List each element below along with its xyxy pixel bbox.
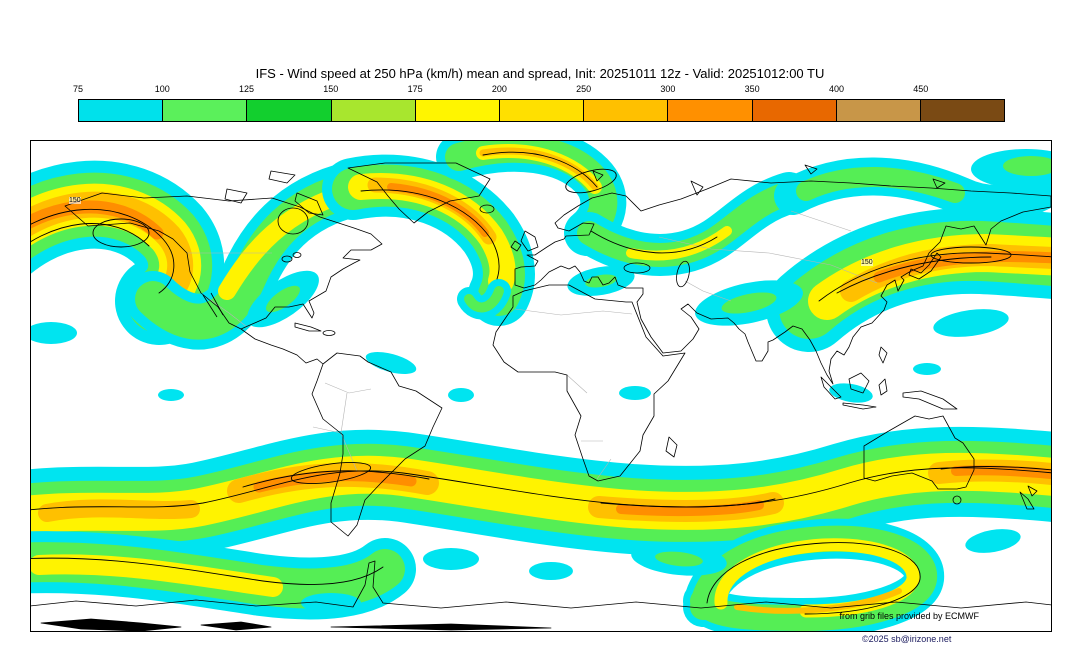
- colorbar-segment: [752, 100, 837, 121]
- colorbar-tick-label: 75: [72, 84, 84, 94]
- colorbar-tick-label: 150: [323, 84, 339, 94]
- colorbar-segment: [247, 100, 332, 121]
- data-source-attribution: from grib files provided by ECMWF: [839, 611, 979, 621]
- colorbar-segment: [499, 100, 585, 121]
- colorbar-tick-label: 175: [407, 84, 423, 94]
- contour-label: 150: [861, 259, 873, 266]
- colorbar-segment: [836, 100, 921, 121]
- colorbar-segment: [920, 100, 1005, 121]
- map-area: 150 150 from grib files provided by ECMW…: [30, 140, 1052, 632]
- contour-lines: [31, 151, 1051, 615]
- colorbar-tick-label: 125: [239, 84, 255, 94]
- country-borders: [187, 210, 878, 480]
- colorbar-segment: [415, 100, 500, 121]
- copyright-text: ©2025 sb@irizone.net: [862, 634, 952, 644]
- colorbar-tick-label: 450: [913, 84, 929, 94]
- colorbar-segment: [79, 100, 164, 121]
- colorbar-tick-label: 350: [744, 84, 760, 94]
- colorbar-tick-label: 300: [660, 84, 676, 94]
- colorbar-bar: [78, 99, 1005, 122]
- colorbar-segment: [584, 100, 669, 121]
- colorbar-segment: [331, 100, 416, 121]
- colorbar-tick-label: 100: [154, 84, 170, 94]
- world-wind-map: [31, 141, 1051, 631]
- colorbar-tick-row: 75 100 125 150 175 200 250 300 350 400 450: [73, 84, 1005, 96]
- colorbar-tick-label: 200: [491, 84, 507, 94]
- colorbar-segment: [668, 100, 753, 121]
- colorbar: 75 100 125 150 175 200 250 300 350 400 450: [73, 84, 1005, 124]
- colorbar-tick-label: 400: [828, 84, 844, 94]
- chart-title: IFS - Wind speed at 250 hPa (km/h) mean …: [255, 66, 825, 81]
- colorbar-segment: [163, 100, 248, 121]
- colorbar-tick-label: 250: [576, 84, 592, 94]
- contour-label: 150: [69, 197, 81, 204]
- wind-field: [31, 141, 1051, 631]
